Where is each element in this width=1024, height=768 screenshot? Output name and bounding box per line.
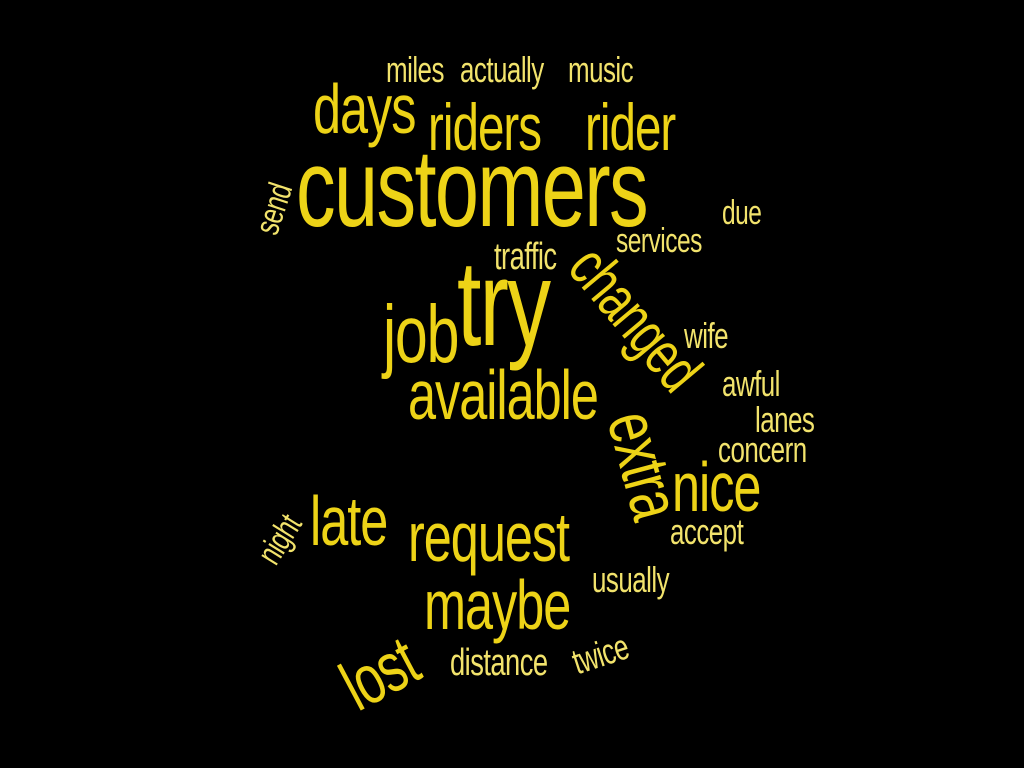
word-concern: concern [718, 429, 807, 470]
word-try: try [457, 235, 551, 371]
word-request: request [408, 498, 570, 576]
word-twice: twice [567, 625, 634, 683]
word-days: days [313, 70, 416, 148]
word-maybe: maybe [424, 566, 571, 644]
word-rider: rider [585, 90, 676, 164]
word-usually: usually [592, 559, 670, 600]
word-awful: awful [722, 363, 780, 404]
word-lanes: lanes [755, 399, 815, 440]
word-available: available [408, 356, 599, 434]
word-lost: lost [328, 621, 431, 726]
word-customers: customers [296, 127, 649, 250]
word-night: night [250, 507, 310, 572]
word-services: services [616, 222, 702, 260]
word-late: late [310, 482, 388, 560]
word-miles: miles [386, 49, 444, 90]
word-riders: riders [428, 90, 542, 164]
word-music: music [568, 49, 634, 90]
word-nice: nice [672, 448, 761, 526]
word-actually: actually [460, 49, 544, 90]
word-accept: accept [670, 511, 744, 552]
word-wife: wife [684, 315, 729, 356]
word-send: send [248, 178, 301, 240]
word-traffic: traffic [494, 236, 557, 278]
word-distance: distance [450, 642, 548, 684]
word-due: due [722, 194, 762, 232]
word-job: job [383, 289, 459, 380]
